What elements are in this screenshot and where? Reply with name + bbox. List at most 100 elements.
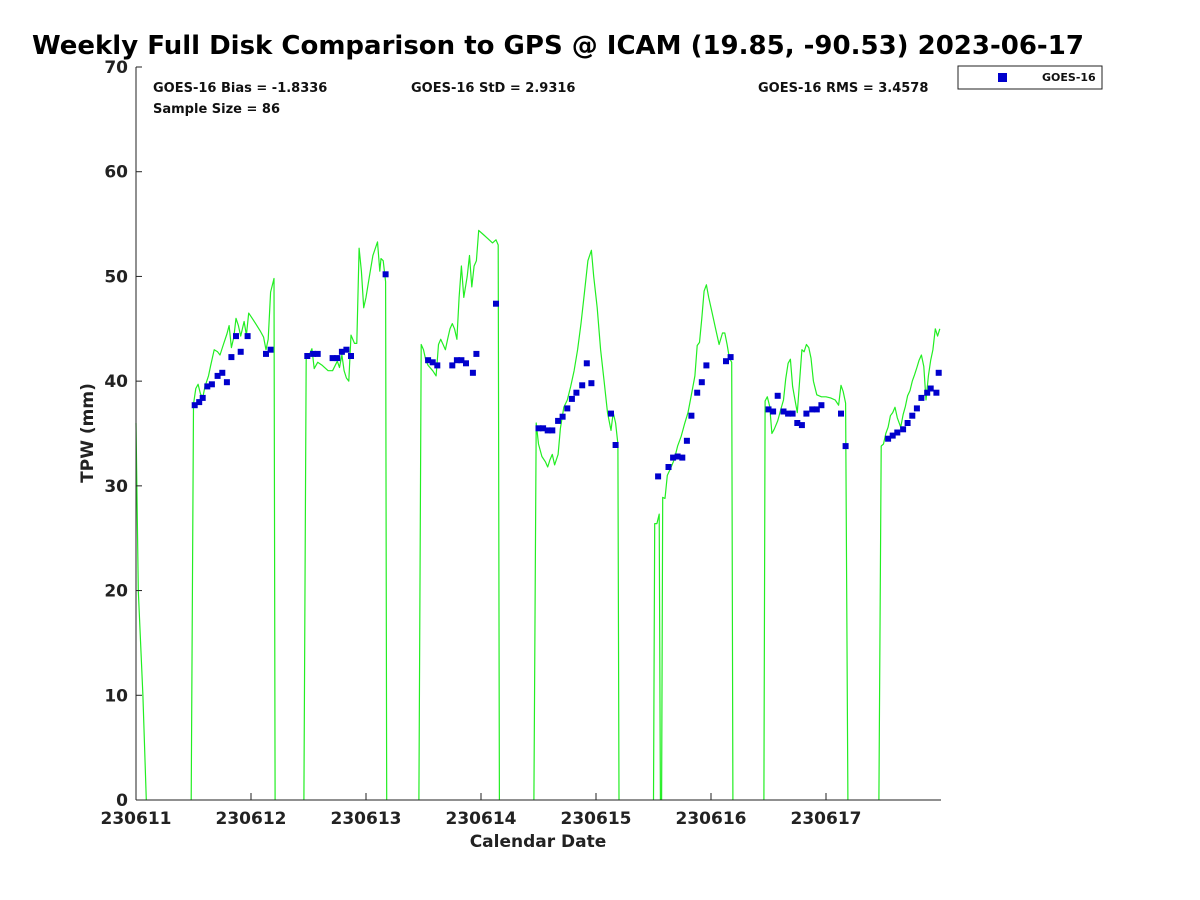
goes16-point [535, 425, 542, 432]
goes16-point [463, 360, 469, 367]
goes16-point [549, 427, 556, 434]
goes16-point [904, 420, 911, 426]
goes16-point [244, 333, 251, 340]
goes16-point [770, 408, 777, 415]
plot-area [136, 67, 941, 800]
goes16-point [894, 429, 901, 436]
x-ticks: 230611 230612 230613 230614 230615 230616 2306… [101, 793, 862, 829]
y-tick-label: 60 [104, 163, 128, 183]
goes16-point [809, 406, 816, 413]
gps-line-segment [763, 343, 849, 801]
goes16-point [540, 425, 547, 432]
y-tick-label: 50 [104, 267, 128, 287]
goes16-point [228, 354, 235, 361]
x-tick-label: 230615 [561, 809, 632, 829]
goes16-point [927, 385, 934, 392]
goes16-point [196, 399, 203, 406]
goes16-point [544, 427, 551, 434]
goes16-point [382, 271, 389, 278]
x-tick-label: 230613 [331, 809, 402, 829]
goes16-point [473, 350, 480, 357]
goes16-point [338, 348, 345, 355]
goes16-point [924, 389, 931, 396]
goes16-point [348, 353, 354, 359]
rms-stat: GOES-16 RMS = 3.4578 [758, 81, 928, 96]
goes16-point [913, 405, 920, 412]
goes16-marker-layer [191, 271, 942, 480]
goes16-point [900, 426, 907, 433]
goes16-point [727, 354, 734, 361]
goes16-point [785, 410, 792, 417]
x-tick-label: 230611 [101, 809, 172, 829]
std-stat: GOES-16 StD = 2.9316 [411, 81, 575, 96]
goes16-point [449, 362, 456, 369]
y-tick-label: 20 [104, 582, 128, 602]
goes16-point [214, 372, 221, 379]
goes16-point [583, 360, 590, 367]
goes16-point [612, 442, 619, 448]
x-tick-label: 230616 [676, 809, 747, 829]
goes16-point [838, 410, 844, 417]
goes16-point [842, 443, 849, 450]
goes16-point [329, 355, 336, 362]
goes16-point [453, 357, 460, 364]
goes16-point [191, 402, 198, 409]
goes16-point [813, 406, 820, 413]
goes16-point [688, 412, 695, 419]
goes16-point [579, 382, 586, 389]
legend: GOES-16 [957, 65, 1103, 90]
gps-line-segment [418, 229, 500, 801]
goes16-point [267, 346, 274, 353]
goes16-point [588, 380, 595, 387]
legend-label-goes16: GOES-16 [1042, 71, 1096, 84]
goes16-point [568, 395, 575, 402]
goes16-point [233, 333, 239, 340]
legend-marker-goes16 [998, 73, 1007, 82]
goes16-point [674, 453, 681, 460]
goes16-point [314, 350, 321, 357]
sample-size-stat: Sample Size = 86 [153, 102, 280, 117]
legend-box [957, 65, 1103, 90]
goes16-point [885, 435, 892, 442]
goes16-point [458, 357, 465, 364]
y-tick-label: 40 [104, 372, 128, 392]
goes16-point [223, 379, 230, 386]
goes16-point [789, 410, 796, 417]
goes16-point [208, 381, 215, 388]
goes16-point [434, 362, 441, 369]
goes16-point [608, 410, 614, 417]
goes16-point [429, 359, 436, 366]
bias-stat: GOES-16 Bias = -1.8336 [153, 81, 327, 96]
goes16-point [469, 369, 476, 376]
goes16-point [555, 417, 562, 424]
goes16-point [765, 406, 772, 413]
goes16-point [564, 405, 571, 412]
goes16-point [935, 369, 942, 376]
goes16-point [655, 473, 662, 480]
goes16-point [343, 346, 350, 353]
goes16-point [723, 358, 729, 365]
goes16-point [493, 300, 499, 307]
goes16-point [204, 383, 211, 390]
goes16-point [918, 394, 925, 401]
goes16-point [780, 408, 787, 415]
y-axis-label: TPW (mm) [78, 383, 98, 483]
goes16-point [703, 362, 710, 369]
x-tick-label: 230617 [791, 809, 862, 829]
goes16-point [219, 369, 226, 376]
goes16-point [304, 353, 311, 359]
goes16-point [933, 389, 940, 396]
goes16-point [683, 437, 690, 444]
x-axis-label: Calendar Date [470, 832, 607, 852]
goes16-point [665, 464, 672, 470]
goes16-point [803, 410, 810, 417]
goes16-point [559, 413, 566, 420]
goes16-point [798, 422, 805, 429]
gps-line-segment [135, 422, 147, 801]
chart-title: Weekly Full Disk Comparison to GPS @ ICA… [32, 31, 1084, 61]
goes16-point [310, 350, 317, 357]
goes16-point [794, 420, 801, 426]
goes16-point [670, 454, 677, 461]
goes16-point [818, 402, 825, 409]
